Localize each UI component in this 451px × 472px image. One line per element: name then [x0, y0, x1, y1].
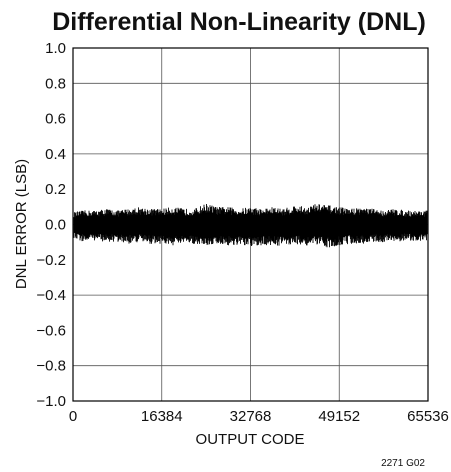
- y-tick-labels: 1.0 0.8 0.6 0.4 0.2 0.0 −0.2 −0.4 −0.6 −0.8 −1.0: [36, 40, 66, 410]
- y-tick-label: −0.6: [36, 322, 66, 339]
- x-tick-label: 0: [69, 408, 77, 425]
- y-tick-label: 1.0: [45, 40, 66, 57]
- x-tick-label: 49152: [318, 408, 360, 425]
- x-tick-labels: 0 16384 32768 49152 65536: [69, 408, 449, 425]
- x-tick-label: 32768: [230, 408, 272, 425]
- x-tick-label: 16384: [141, 408, 183, 425]
- dnl-noise-trace: [73, 204, 428, 248]
- figure-code: 2271 G02: [381, 458, 425, 469]
- plot-frame: [72, 47, 429, 402]
- y-axis-label: DNL ERROR (LSB): [13, 159, 30, 289]
- y-tick-label: 0.4: [45, 146, 66, 163]
- y-tick-label: 0.6: [45, 111, 66, 128]
- y-tick-label: −0.4: [36, 287, 66, 304]
- chart-title: Differential Non-Linearity (DNL): [52, 8, 426, 36]
- y-tick-label: −0.8: [36, 358, 66, 375]
- y-tick-label: −1.0: [36, 393, 66, 410]
- y-tick-label: 0.2: [45, 181, 66, 198]
- x-axis-label: OUTPUT CODE: [196, 431, 305, 448]
- y-tick-label: −0.2: [36, 252, 66, 269]
- y-tick-label: 0.0: [45, 217, 66, 234]
- y-tick-label: 0.8: [45, 75, 66, 92]
- dnl-series: [73, 204, 428, 248]
- x-tick-label: 65536: [407, 408, 449, 425]
